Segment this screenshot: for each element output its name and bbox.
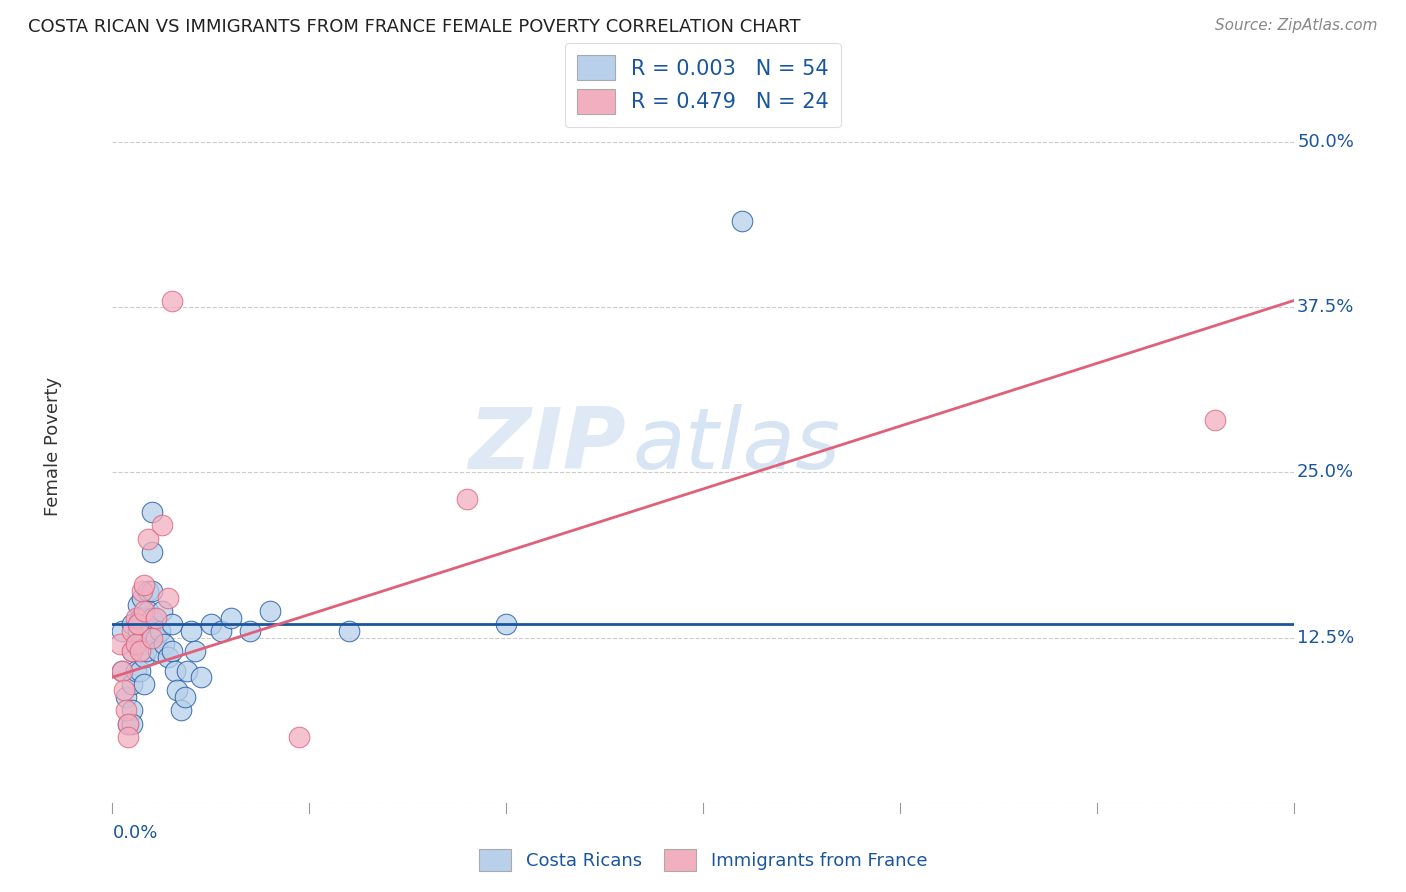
Point xyxy=(125,637,148,651)
Point xyxy=(112,683,135,698)
Point xyxy=(337,624,360,638)
Point xyxy=(160,617,183,632)
Point xyxy=(132,604,155,618)
Text: ZIP: ZIP xyxy=(468,404,626,488)
Legend: Costa Ricans, Immigrants from France: Costa Ricans, Immigrants from France xyxy=(471,842,935,879)
Point xyxy=(129,644,152,658)
Point xyxy=(141,631,163,645)
Point xyxy=(136,532,159,546)
Point xyxy=(131,637,153,651)
Point xyxy=(156,591,179,605)
Point xyxy=(141,505,163,519)
Text: 0.0%: 0.0% xyxy=(112,824,157,842)
Point xyxy=(121,716,143,731)
Point xyxy=(131,611,153,625)
Point xyxy=(129,664,152,678)
Point xyxy=(125,664,148,678)
Point xyxy=(239,624,262,638)
Point xyxy=(160,293,183,308)
Point xyxy=(121,624,143,638)
Text: atlas: atlas xyxy=(633,404,841,488)
Point xyxy=(136,584,159,599)
Point xyxy=(149,624,172,638)
Text: Female Poverty: Female Poverty xyxy=(45,376,62,516)
Point xyxy=(176,664,198,678)
Point xyxy=(125,611,148,625)
Point xyxy=(121,617,143,632)
Point xyxy=(111,664,134,678)
Point xyxy=(219,611,242,625)
Point xyxy=(141,611,163,625)
Point xyxy=(117,730,139,744)
Point xyxy=(150,604,173,618)
Point xyxy=(129,637,152,651)
Point xyxy=(180,624,202,638)
Point xyxy=(115,690,138,704)
Point xyxy=(259,604,281,618)
Point xyxy=(127,617,149,632)
Point xyxy=(160,644,183,658)
Point xyxy=(166,683,188,698)
Text: COSTA RICAN VS IMMIGRANTS FROM FRANCE FEMALE POVERTY CORRELATION CHART: COSTA RICAN VS IMMIGRANTS FROM FRANCE FE… xyxy=(28,18,800,36)
Point xyxy=(135,624,157,638)
Point xyxy=(131,591,153,605)
Point xyxy=(150,518,173,533)
Legend: R = 0.003   N = 54, R = 0.479   N = 24: R = 0.003 N = 54, R = 0.479 N = 24 xyxy=(565,43,841,127)
Point xyxy=(141,584,163,599)
Point xyxy=(146,644,169,658)
Text: 50.0%: 50.0% xyxy=(1298,133,1354,151)
Point xyxy=(111,664,134,678)
Point xyxy=(121,644,143,658)
Point xyxy=(139,624,162,638)
Point xyxy=(174,690,197,704)
Point xyxy=(132,578,155,592)
Point xyxy=(132,650,155,665)
Point xyxy=(121,644,143,658)
Point xyxy=(127,624,149,638)
Point xyxy=(152,637,174,651)
Text: 25.0%: 25.0% xyxy=(1298,464,1354,482)
Point xyxy=(121,677,143,691)
Text: 37.5%: 37.5% xyxy=(1298,298,1354,317)
Point xyxy=(115,703,138,717)
Point xyxy=(145,611,167,625)
Point xyxy=(200,617,222,632)
Point xyxy=(117,716,139,731)
Point xyxy=(117,716,139,731)
Point xyxy=(141,545,163,559)
Point xyxy=(145,631,167,645)
Point xyxy=(136,604,159,618)
Point xyxy=(132,677,155,691)
Point xyxy=(170,703,193,717)
Point xyxy=(495,617,517,632)
Point xyxy=(135,644,157,658)
Point xyxy=(165,664,187,678)
Point xyxy=(1204,412,1226,426)
Point xyxy=(131,584,153,599)
Point xyxy=(731,214,754,228)
Text: Source: ZipAtlas.com: Source: ZipAtlas.com xyxy=(1215,18,1378,33)
Point xyxy=(129,611,152,625)
Point xyxy=(184,644,207,658)
Point xyxy=(209,624,232,638)
Point xyxy=(127,598,149,612)
Point xyxy=(110,637,132,651)
Point xyxy=(121,703,143,717)
Point xyxy=(190,670,212,684)
Point xyxy=(111,624,134,638)
Point xyxy=(125,637,148,651)
Point xyxy=(456,491,478,506)
Text: 12.5%: 12.5% xyxy=(1298,629,1354,647)
Point xyxy=(156,650,179,665)
Point xyxy=(288,730,311,744)
